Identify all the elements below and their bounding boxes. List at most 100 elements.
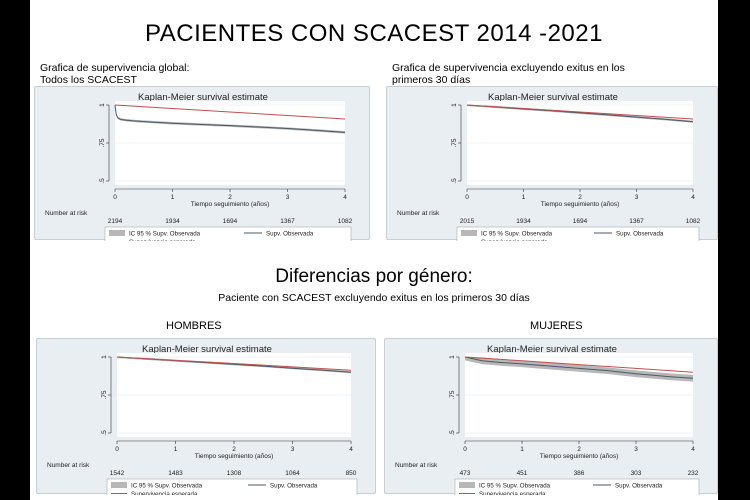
legend-item-ci: IC 95 % Supv. Observada <box>481 231 553 238</box>
section-subtitle: Paciente con SCACEST excluyendo exitus e… <box>218 292 530 304</box>
x-axis-label: Tiempo seguimiento (años) <box>540 453 619 460</box>
risk-number: 473 <box>460 470 471 477</box>
km-chart-global: Kaplan-Meier survival estimate .5 .75 1 0 1 2 3… <box>34 86 370 241</box>
y-tick-label: .5 <box>101 430 108 436</box>
y-tick-label: .75 <box>99 138 106 147</box>
y-tick-label: .5 <box>99 178 106 184</box>
legend-box <box>104 226 352 241</box>
risk-label: Number at risk <box>45 210 88 217</box>
risk-number: 1934 <box>165 218 180 225</box>
legend-item-expected: Supervivencia esperada <box>129 239 196 241</box>
x-tick-label: 2 <box>577 446 581 453</box>
legend-item-observed: Supv. Observada <box>270 483 318 490</box>
risk-number: 1694 <box>573 218 588 225</box>
section-title: Diferencias por género: <box>275 266 473 287</box>
y-tick-label: .75 <box>451 138 458 147</box>
legend-item-ci: IC 95 % Supv. Observada <box>129 231 201 238</box>
x-tick-label: 3 <box>291 446 295 453</box>
risk-number: 451 <box>517 470 528 477</box>
y-tick-label: 1 <box>449 355 456 359</box>
legend-item-expected: Supervivencia esperada <box>479 491 546 495</box>
risk-label: Number at risk <box>47 462 90 469</box>
chart-title: Kaplan-Meier survival estimate <box>142 344 272 355</box>
risk-number: 850 <box>346 470 357 477</box>
x-tick-label: 1 <box>174 446 178 453</box>
legend-item-ci: IC 95 % Supv. Observada <box>131 483 203 490</box>
page-title: PACIENTES CON SCACEST 2014 -2021 <box>145 20 603 47</box>
legend-box <box>106 478 358 495</box>
men-label: HOMBRES <box>166 320 222 332</box>
x-tick-label: 0 <box>463 446 467 453</box>
km-chart-men-svg: Kaplan-Meier survival estimate .5 .75 1 0 1 2 3… <box>47 344 358 495</box>
series-observed-line <box>114 104 346 133</box>
series-observed-line <box>464 356 694 379</box>
chart-title: Kaplan-Meier survival estimate <box>138 92 268 103</box>
legend-swatch-ci <box>111 482 127 488</box>
x-axis-label: Tiempo seguimiento (años) <box>541 201 620 208</box>
risk-number: 1367 <box>280 218 295 225</box>
x-tick-label: 3 <box>634 446 638 453</box>
legend-box <box>456 226 700 241</box>
legend-item-ci: IC 95 % Supv. Observada <box>479 483 551 490</box>
y-tick-label: .5 <box>451 178 458 184</box>
y-tick-label: 1 <box>101 355 108 359</box>
legend-swatch-ci <box>109 230 125 236</box>
y-tick-label: 1 <box>451 103 458 107</box>
legend-swatch-ci <box>461 230 477 236</box>
x-tick-label: 0 <box>113 194 117 201</box>
legend-swatch-ci <box>459 482 475 488</box>
x-tick-label: 2 <box>578 194 582 201</box>
x-tick-label: 4 <box>349 446 353 453</box>
risk-number: 1934 <box>516 218 531 225</box>
x-tick-label: 2 <box>228 194 232 201</box>
risk-number: 1308 <box>227 470 242 477</box>
x-tick-label: 0 <box>465 194 469 201</box>
km-chart-global-svg: Kaplan-Meier survival estimate .5 .75 1 0 1 2 3… <box>45 92 353 241</box>
risk-number: 2015 <box>460 218 475 225</box>
x-tick-label: 3 <box>635 194 639 201</box>
legend-item-expected: Supervivencia esperada <box>481 239 548 241</box>
km-chart-men: Kaplan-Meier survival estimate .5 .75 1 0 1 2 3… <box>36 338 376 495</box>
x-tick-label: 4 <box>343 194 347 201</box>
km-chart-excluding-30d: Kaplan-Meier survival estimate .5 .75 1 0 1 2 3… <box>386 86 718 241</box>
risk-number: 386 <box>574 470 585 477</box>
chart-title: Kaplan-Meier survival estimate <box>487 344 617 355</box>
x-tick-label: 4 <box>691 446 695 453</box>
series-expected-line <box>466 104 694 120</box>
x-tick-label: 0 <box>115 446 119 453</box>
risk-label: Number at risk <box>397 210 440 217</box>
risk-number: 1542 <box>110 470 125 477</box>
legend-box <box>454 478 700 495</box>
x-tick-label: 1 <box>522 194 526 201</box>
x-tick-label: 4 <box>691 194 695 201</box>
left-caption-line2: Todos los SCACEST <box>40 74 137 86</box>
x-tick-label: 3 <box>286 194 290 201</box>
risk-number: 1082 <box>686 218 701 225</box>
risk-label: Number at risk <box>395 462 438 469</box>
risk-number: 232 <box>688 470 699 477</box>
x-tick-label: 2 <box>232 446 236 453</box>
km-chart-women: Kaplan-Meier survival estimate .5.75 1 0 1 2 3… <box>384 338 718 495</box>
x-tick-label: 1 <box>520 446 524 453</box>
left-caption-line1: Grafica de supervivencia global: <box>40 62 190 74</box>
risk-number: 1694 <box>223 218 238 225</box>
right-caption-line1: Grafica de supervivencia excluyendo exit… <box>392 62 625 74</box>
risk-number: 1367 <box>629 218 644 225</box>
risk-number: 1082 <box>338 218 353 225</box>
series-expected-line <box>116 356 352 371</box>
ci-band <box>465 357 693 382</box>
legend-item-expected: Supervivencia esperada <box>131 491 198 495</box>
series-expected-line <box>114 104 346 120</box>
x-axis-label: Tiempo seguimiento (años) <box>195 453 274 460</box>
risk-number: 1483 <box>168 470 183 477</box>
legend-item-observed: Supv. Observada <box>266 231 314 238</box>
y-tick-label: .75 <box>449 390 456 399</box>
risk-number: 2194 <box>108 218 123 225</box>
y-tick-label: .75 <box>101 390 108 399</box>
series-expected-line <box>464 356 694 373</box>
right-caption-line2: primeros 30 días <box>392 74 471 86</box>
y-tick-label: 1 <box>99 103 106 107</box>
chart-title: Kaplan-Meier survival estimate <box>488 92 618 103</box>
x-tick-label: 1 <box>171 194 175 201</box>
